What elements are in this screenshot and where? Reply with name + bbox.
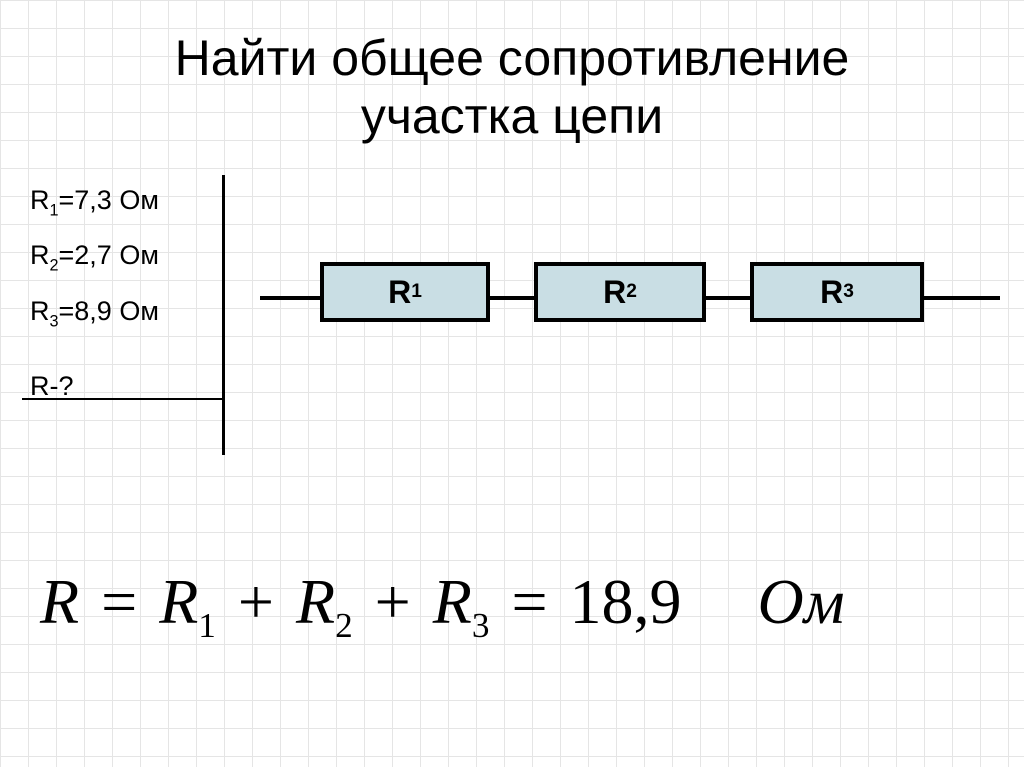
resistor-r3-label: R	[820, 274, 843, 311]
given-r1-sub: 1	[50, 201, 59, 219]
formula-R3-sub: 3	[472, 606, 490, 645]
formula-value: 18,9	[570, 566, 682, 637]
formula-R: R	[40, 566, 79, 637]
circuit-wire-2	[490, 296, 534, 300]
circuit-wire-4	[924, 296, 1000, 300]
formula-plus2: +	[369, 566, 417, 637]
given-r1: R1=7,3 Ом	[30, 175, 220, 230]
formula-R1: R	[159, 566, 198, 637]
circuit-diagram: R1R2R3	[260, 262, 1000, 332]
formula-eq1: =	[95, 566, 143, 637]
formula-R2-sub: 2	[335, 606, 353, 645]
circuit-wire-3	[706, 296, 750, 300]
resistor-r3-sub: 3	[843, 281, 854, 303]
given-vertical-divider	[222, 175, 225, 455]
formula-eq2: =	[505, 566, 553, 637]
given-r2-sub: 2	[50, 257, 59, 275]
given-block: R1=7,3 Ом R2=2,7 Ом R3=8,9 Ом R-?	[30, 175, 220, 412]
resistor-r2-sub: 2	[626, 281, 637, 303]
resistor-r2-label: R	[603, 274, 626, 311]
formula-R1-sub: 1	[198, 606, 216, 645]
formula-R2: R	[296, 566, 335, 637]
resistor-r1: R1	[320, 262, 490, 322]
given-find-text: R-?	[30, 371, 74, 401]
given-r2: R2=2,7 Ом	[30, 230, 220, 285]
given-r1-sym: R	[30, 185, 50, 215]
given-r2-val: =2,7 Ом	[59, 240, 159, 270]
given-r3-val: =8,9 Ом	[59, 296, 159, 326]
given-find: R-?	[30, 341, 220, 412]
resistor-r3: R3	[750, 262, 924, 322]
given-r3: R3=8,9 Ом	[30, 286, 220, 341]
resistor-r2: R2	[534, 262, 706, 322]
formula-unit: Ом	[698, 566, 845, 637]
title-line-1: Найти общее сопротивление	[175, 30, 850, 86]
resistor-r1-sub: 1	[411, 281, 422, 303]
given-r3-sym: R	[30, 296, 50, 326]
page-title: Найти общее сопротивление участка цепи	[0, 30, 1024, 145]
given-r2-sym: R	[30, 240, 50, 270]
solution-formula: R = R1 + R2 + R3 = 18,9 Ом	[40, 565, 845, 646]
resistor-r1-label: R	[388, 274, 411, 311]
formula-R3: R	[433, 566, 472, 637]
given-r3-sub: 3	[50, 312, 59, 330]
formula-plus1: +	[232, 566, 280, 637]
given-r1-val: =7,3 Ом	[59, 185, 159, 215]
title-line-2: участка цепи	[361, 88, 663, 144]
given-horizontal-divider	[22, 398, 222, 400]
circuit-wire-1	[260, 296, 320, 300]
